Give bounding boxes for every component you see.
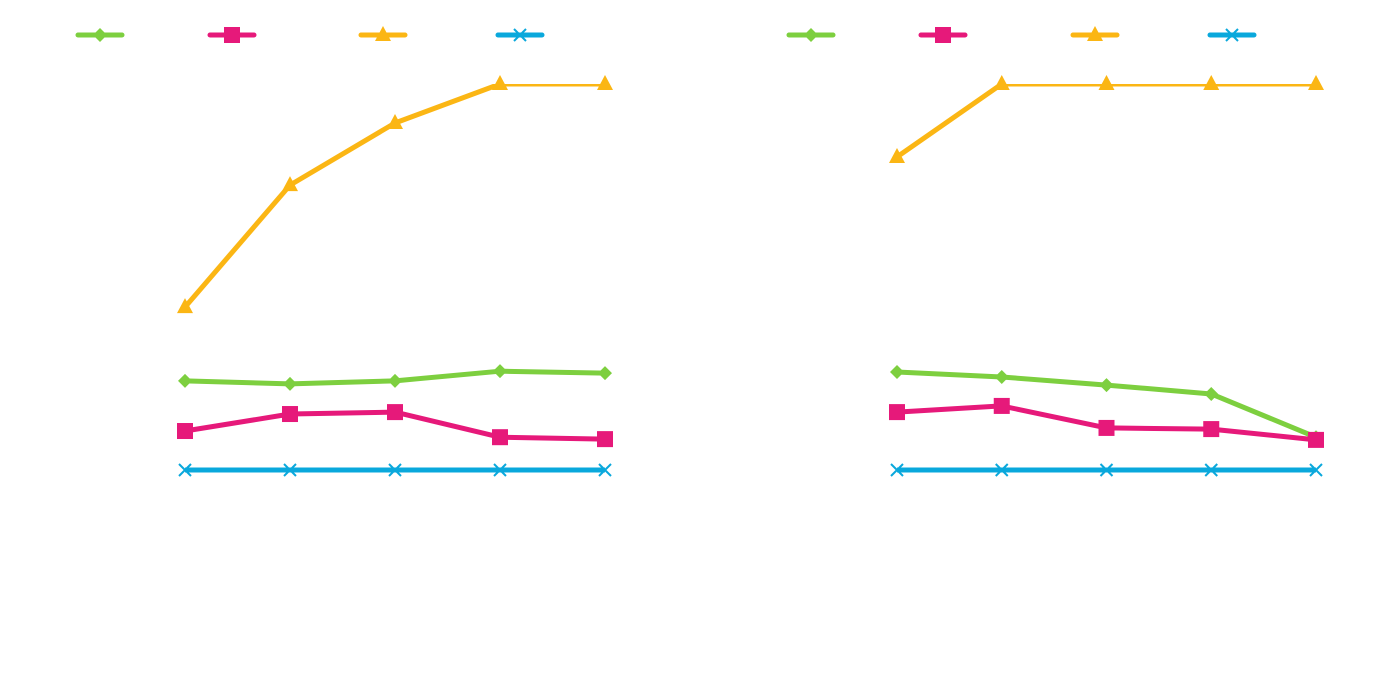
legend-marker bbox=[93, 28, 107, 42]
data-point bbox=[178, 373, 192, 388]
data-point bbox=[993, 397, 1010, 414]
data-point bbox=[1098, 75, 1115, 90]
data-point bbox=[995, 463, 1009, 477]
legend-marker bbox=[513, 28, 527, 42]
data-point bbox=[282, 406, 298, 423]
data-point bbox=[493, 364, 507, 379]
data-point bbox=[1309, 463, 1323, 477]
data-point bbox=[1308, 431, 1324, 448]
data-point bbox=[889, 404, 905, 421]
data-point bbox=[177, 298, 193, 314]
data-point bbox=[597, 75, 613, 90]
data-point bbox=[598, 463, 612, 477]
data-point bbox=[994, 369, 1009, 384]
data-point bbox=[492, 75, 508, 90]
legend-marker bbox=[1087, 26, 1103, 41]
data-point bbox=[283, 463, 297, 477]
data-point bbox=[993, 75, 1010, 90]
data-point bbox=[282, 176, 298, 192]
data-point bbox=[387, 113, 403, 129]
legend-marker bbox=[935, 27, 951, 43]
data-point bbox=[1099, 463, 1114, 477]
legend-marker bbox=[224, 27, 240, 43]
series-line bbox=[895, 84, 1316, 160]
data-point bbox=[388, 373, 402, 388]
legend-marker bbox=[375, 26, 391, 41]
data-point bbox=[387, 404, 403, 421]
data-point bbox=[597, 431, 613, 448]
chart bbox=[75, 26, 613, 477]
data-point bbox=[177, 423, 193, 440]
legend-marker bbox=[1225, 28, 1239, 42]
data-point bbox=[283, 376, 297, 391]
data-point bbox=[1204, 463, 1218, 477]
data-point bbox=[493, 463, 507, 477]
data-point bbox=[1099, 378, 1114, 393]
data-point bbox=[889, 147, 905, 163]
data-point bbox=[1308, 75, 1324, 90]
chart bbox=[786, 26, 1324, 477]
data-point bbox=[1204, 386, 1219, 401]
data-point bbox=[1098, 419, 1115, 436]
data-point bbox=[1203, 421, 1220, 438]
data-point bbox=[890, 463, 904, 477]
data-point bbox=[598, 366, 612, 381]
data-point bbox=[890, 364, 904, 379]
data-point bbox=[492, 429, 508, 446]
legend-marker bbox=[804, 28, 818, 42]
data-point bbox=[388, 463, 402, 477]
data-point bbox=[1203, 75, 1220, 90]
data-point bbox=[178, 463, 192, 477]
